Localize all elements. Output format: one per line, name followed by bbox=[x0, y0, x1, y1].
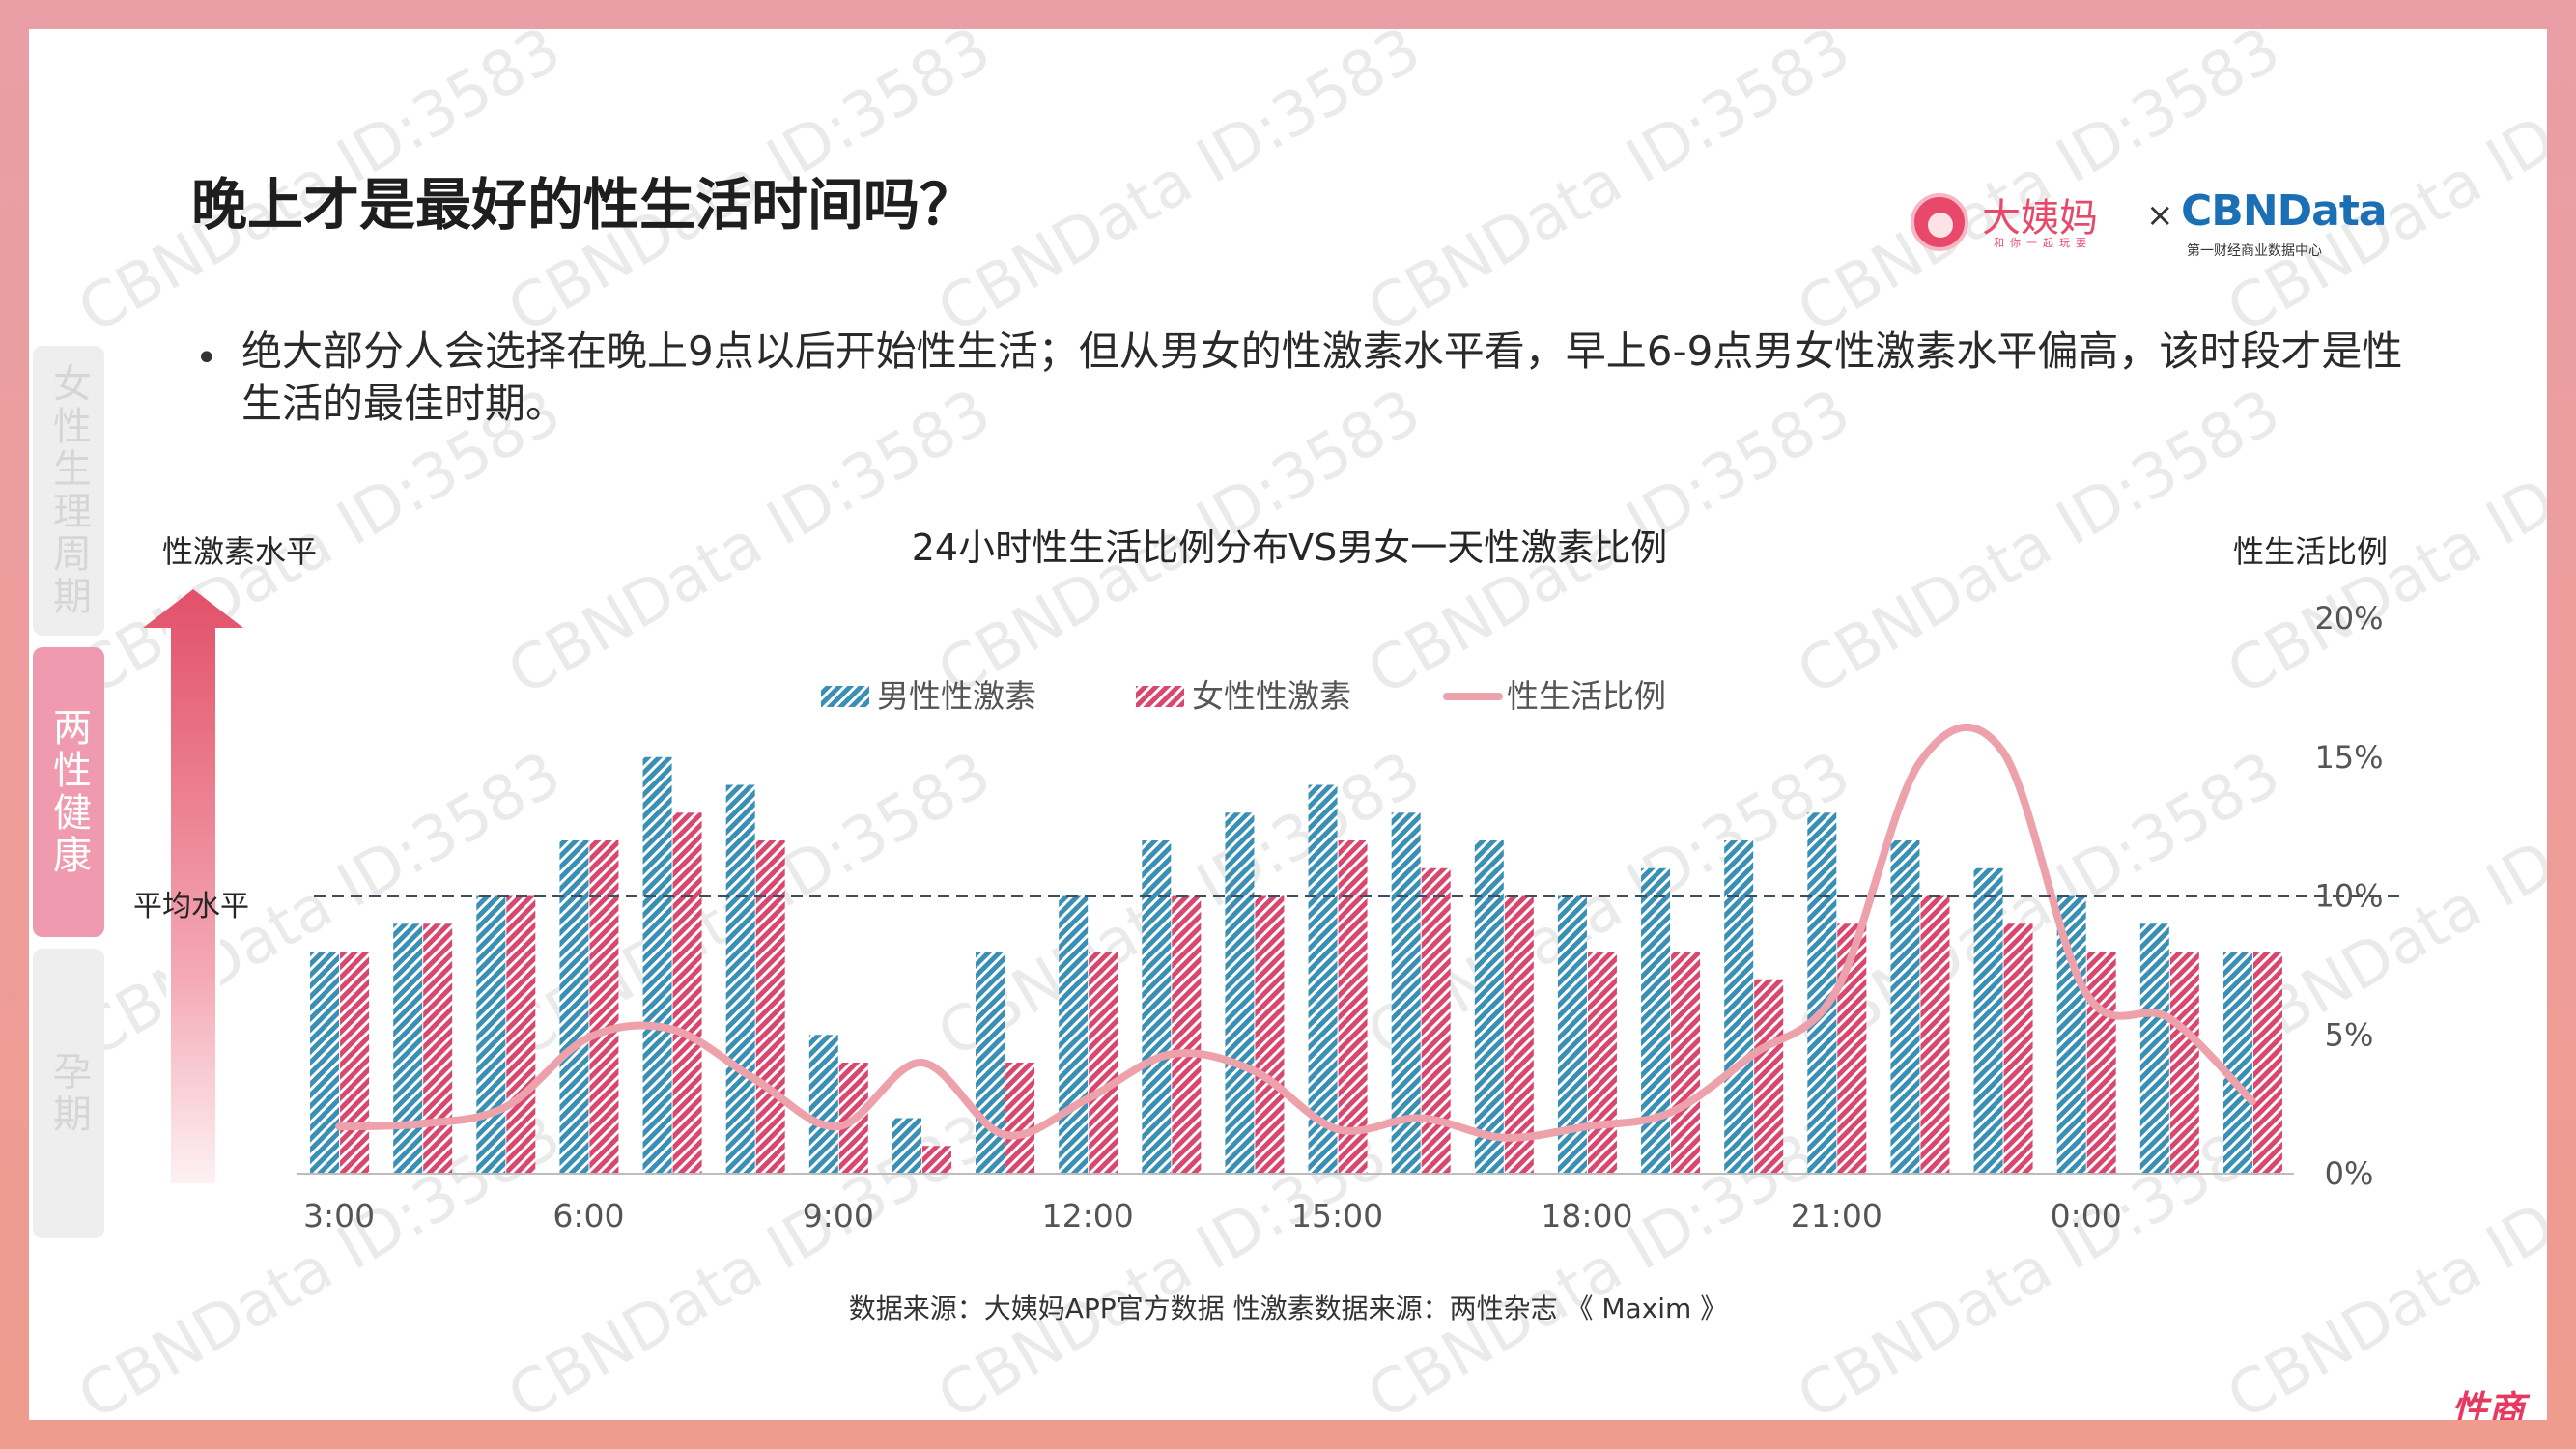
bar-female-19:00 bbox=[1671, 952, 1701, 1174]
sex-ratio-line bbox=[335, 723, 2256, 1142]
y-right-tick-label: 15% bbox=[2314, 739, 2383, 776]
bar-female-12:00 bbox=[1089, 952, 1118, 1174]
logo-partner-subtitle: 第一财经商业数据中心 bbox=[2187, 243, 2322, 259]
bullet-dot: • bbox=[195, 336, 218, 381]
logo-brand-subtitle: 和你一起玩耍 bbox=[1994, 237, 2092, 249]
sidebar-tab-pregnancy[interactable]: 孕期 bbox=[33, 949, 104, 1238]
bar-male-19:00 bbox=[1641, 867, 1671, 1174]
hormone-level-arrow-shape bbox=[143, 589, 243, 1183]
bar-female-16:00 bbox=[1421, 867, 1451, 1174]
bar-male-15:00 bbox=[1308, 784, 1338, 1174]
bar-male-20:00 bbox=[1724, 840, 1754, 1174]
logo-brand-text: 大姨妈 bbox=[1982, 196, 2098, 241]
bar-female-0:00 bbox=[2086, 952, 2116, 1174]
legend-swatch-male bbox=[821, 686, 869, 707]
bar-male-16:00 bbox=[1391, 812, 1421, 1174]
bar-male-8:00 bbox=[725, 784, 755, 1174]
page-title: 晚上才是最好的性生活时间吗？ bbox=[191, 172, 977, 238]
x-tick-label: 12:00 bbox=[1042, 1197, 1134, 1235]
bar-female-18:00 bbox=[1587, 952, 1617, 1174]
bar-male-9:00 bbox=[808, 1035, 838, 1174]
legend-label-male: 男性性激素 bbox=[877, 677, 1036, 715]
bar-female-4:00 bbox=[423, 923, 453, 1174]
bar-male-11:00 bbox=[976, 952, 1005, 1174]
logo-times-symbol: × bbox=[2146, 196, 2174, 235]
bar-female-23:00 bbox=[2003, 923, 2033, 1174]
x-tick-label: 9:00 bbox=[803, 1197, 874, 1235]
x-tick-label: 6:00 bbox=[552, 1197, 624, 1235]
bar-female-6:00 bbox=[589, 840, 619, 1174]
bar-female-3:00 bbox=[340, 952, 370, 1174]
bar-male-4:00 bbox=[393, 923, 423, 1174]
bar-female-22:00 bbox=[1920, 895, 1950, 1174]
x-tick-label: 3:00 bbox=[303, 1197, 375, 1235]
bar-male-14:00 bbox=[1225, 812, 1255, 1174]
bar-male-6:00 bbox=[559, 840, 589, 1174]
corner-site-logo: 性商网 bbox=[2451, 1388, 2526, 1420]
legend-label-line: 性生活比例 bbox=[1507, 677, 1666, 715]
x-tick-label: 15:00 bbox=[1291, 1197, 1383, 1235]
bar-male-12:00 bbox=[1059, 895, 1089, 1174]
bar-female-10:00 bbox=[921, 1146, 951, 1174]
bar-female-20:00 bbox=[1754, 979, 1784, 1174]
y-right-tick-label: 5% bbox=[2325, 1016, 2374, 1053]
sidebar-tab-health[interactable]: 两性健康 bbox=[33, 647, 104, 937]
bar-male-3:00 bbox=[310, 952, 340, 1174]
bar-female-1:00 bbox=[2169, 952, 2199, 1174]
slide: CBNData ID:3583 CBNData ID:3583 CBNData ID… bbox=[29, 29, 2547, 1420]
data-source-note: 数据来源：大姨妈APP官方数据 性激素数据来源：两性杂志 《 Maxim 》 bbox=[848, 1293, 1728, 1324]
bar-female-2:00 bbox=[2252, 952, 2282, 1174]
bar-male-22:00 bbox=[1890, 840, 1920, 1174]
bar-female-17:00 bbox=[1504, 895, 1534, 1174]
hormone-chart: 24小时性生活比例分布VS男女一天性激素比例 性激素水平 性生活比例 男性性激素… bbox=[133, 526, 2400, 1235]
sidebar-tab-cycle[interactable]: 女性生理周期 bbox=[33, 346, 104, 636]
bar-male-5:00 bbox=[476, 895, 506, 1174]
logo-partner-text: CBNData bbox=[2181, 186, 2388, 236]
bar-male-13:00 bbox=[1142, 840, 1172, 1174]
y-axis-right-label: 性生活比例 bbox=[2233, 533, 2388, 570]
y-right-tick-label: 20% bbox=[2314, 600, 2383, 637]
bar-male-2:00 bbox=[2222, 952, 2252, 1174]
y-right-tick-label: 0% bbox=[2325, 1155, 2374, 1192]
legend-label-female: 女性性激素 bbox=[1192, 677, 1351, 715]
bar-female-7:00 bbox=[672, 812, 702, 1174]
bar-female-11:00 bbox=[1005, 1063, 1035, 1174]
chart-title: 24小时性生活比例分布VS男女一天性激素比例 bbox=[912, 526, 1667, 569]
brand-logo: 大姨妈 和你一起玩耍 × CBNData 第一财经商业数据中心 bbox=[1911, 159, 2393, 266]
x-tick-label: 18:00 bbox=[1541, 1197, 1632, 1235]
bar-female-13:00 bbox=[1172, 895, 1202, 1174]
bar-female-14:00 bbox=[1255, 895, 1285, 1174]
bar-male-17:00 bbox=[1474, 840, 1504, 1174]
bar-male-10:00 bbox=[892, 1118, 921, 1174]
y-axis-left-label: 性激素水平 bbox=[162, 533, 317, 570]
x-tick-label: 21:00 bbox=[1791, 1197, 1882, 1235]
bar-male-1:00 bbox=[2139, 923, 2169, 1174]
y-right-tick-label: 10% bbox=[2314, 878, 2383, 915]
bar-male-7:00 bbox=[642, 756, 672, 1174]
x-tick-label: 0:00 bbox=[2051, 1197, 2122, 1235]
bar-male-23:00 bbox=[1973, 867, 2003, 1174]
chart-legend: 男性性激素 女性性激素 性生活比例 bbox=[821, 677, 1666, 715]
legend-swatch-female bbox=[1136, 686, 1184, 707]
dayima-face-icon bbox=[1911, 193, 1968, 251]
bullet-text: 绝大部分人会选择在晚上9点以后开始性生活；但从男女的性激素水平看，早上6-9点男… bbox=[241, 327, 2403, 427]
bar-female-5:00 bbox=[506, 895, 536, 1174]
average-level-label: 平均水平 bbox=[133, 890, 249, 923]
bar-female-15:00 bbox=[1338, 840, 1368, 1174]
bar-female-8:00 bbox=[755, 840, 785, 1174]
